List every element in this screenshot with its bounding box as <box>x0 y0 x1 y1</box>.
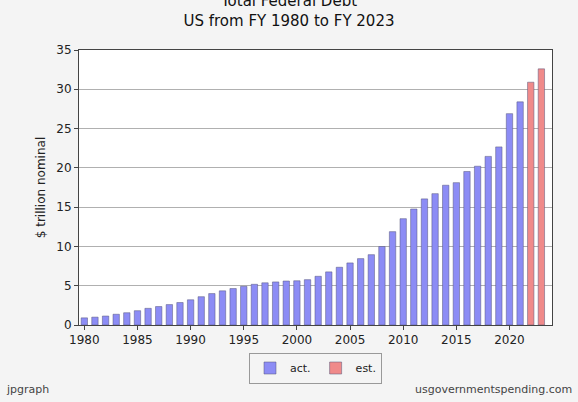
svg-text:Total Federal DebtUS from FY 1: Total Federal DebtUS from FY 1980 to FY … <box>183 0 394 30</box>
svg-text:2015: 2015 <box>441 333 472 347</box>
svg-text:2005: 2005 <box>335 333 366 347</box>
svg-text:0: 0 <box>64 318 72 332</box>
svg-text:est.: est. <box>356 362 376 375</box>
svg-text:$ trillion nominal: $ trillion nominal <box>34 137 48 238</box>
svg-text:act.: act. <box>290 362 311 375</box>
svg-text:usgovernmentspending.com: usgovernmentspending.com <box>415 383 572 396</box>
svg-text:1990: 1990 <box>175 333 206 347</box>
svg-text:jpgraph: jpgraph <box>6 383 49 396</box>
svg-text:5: 5 <box>64 279 72 293</box>
svg-text:1980: 1980 <box>69 333 100 347</box>
svg-text:2000: 2000 <box>282 333 313 347</box>
svg-text:35: 35 <box>56 43 71 57</box>
svg-text:1985: 1985 <box>122 333 153 347</box>
svg-text:1995: 1995 <box>228 333 259 347</box>
svg-text:10: 10 <box>56 240 71 254</box>
svg-text:2010: 2010 <box>388 333 419 347</box>
svg-text:2020: 2020 <box>494 333 525 347</box>
svg-text:25: 25 <box>56 122 71 136</box>
svg-text:30: 30 <box>56 82 71 96</box>
svg-text:20: 20 <box>56 161 71 175</box>
svg-text:15: 15 <box>56 200 71 214</box>
